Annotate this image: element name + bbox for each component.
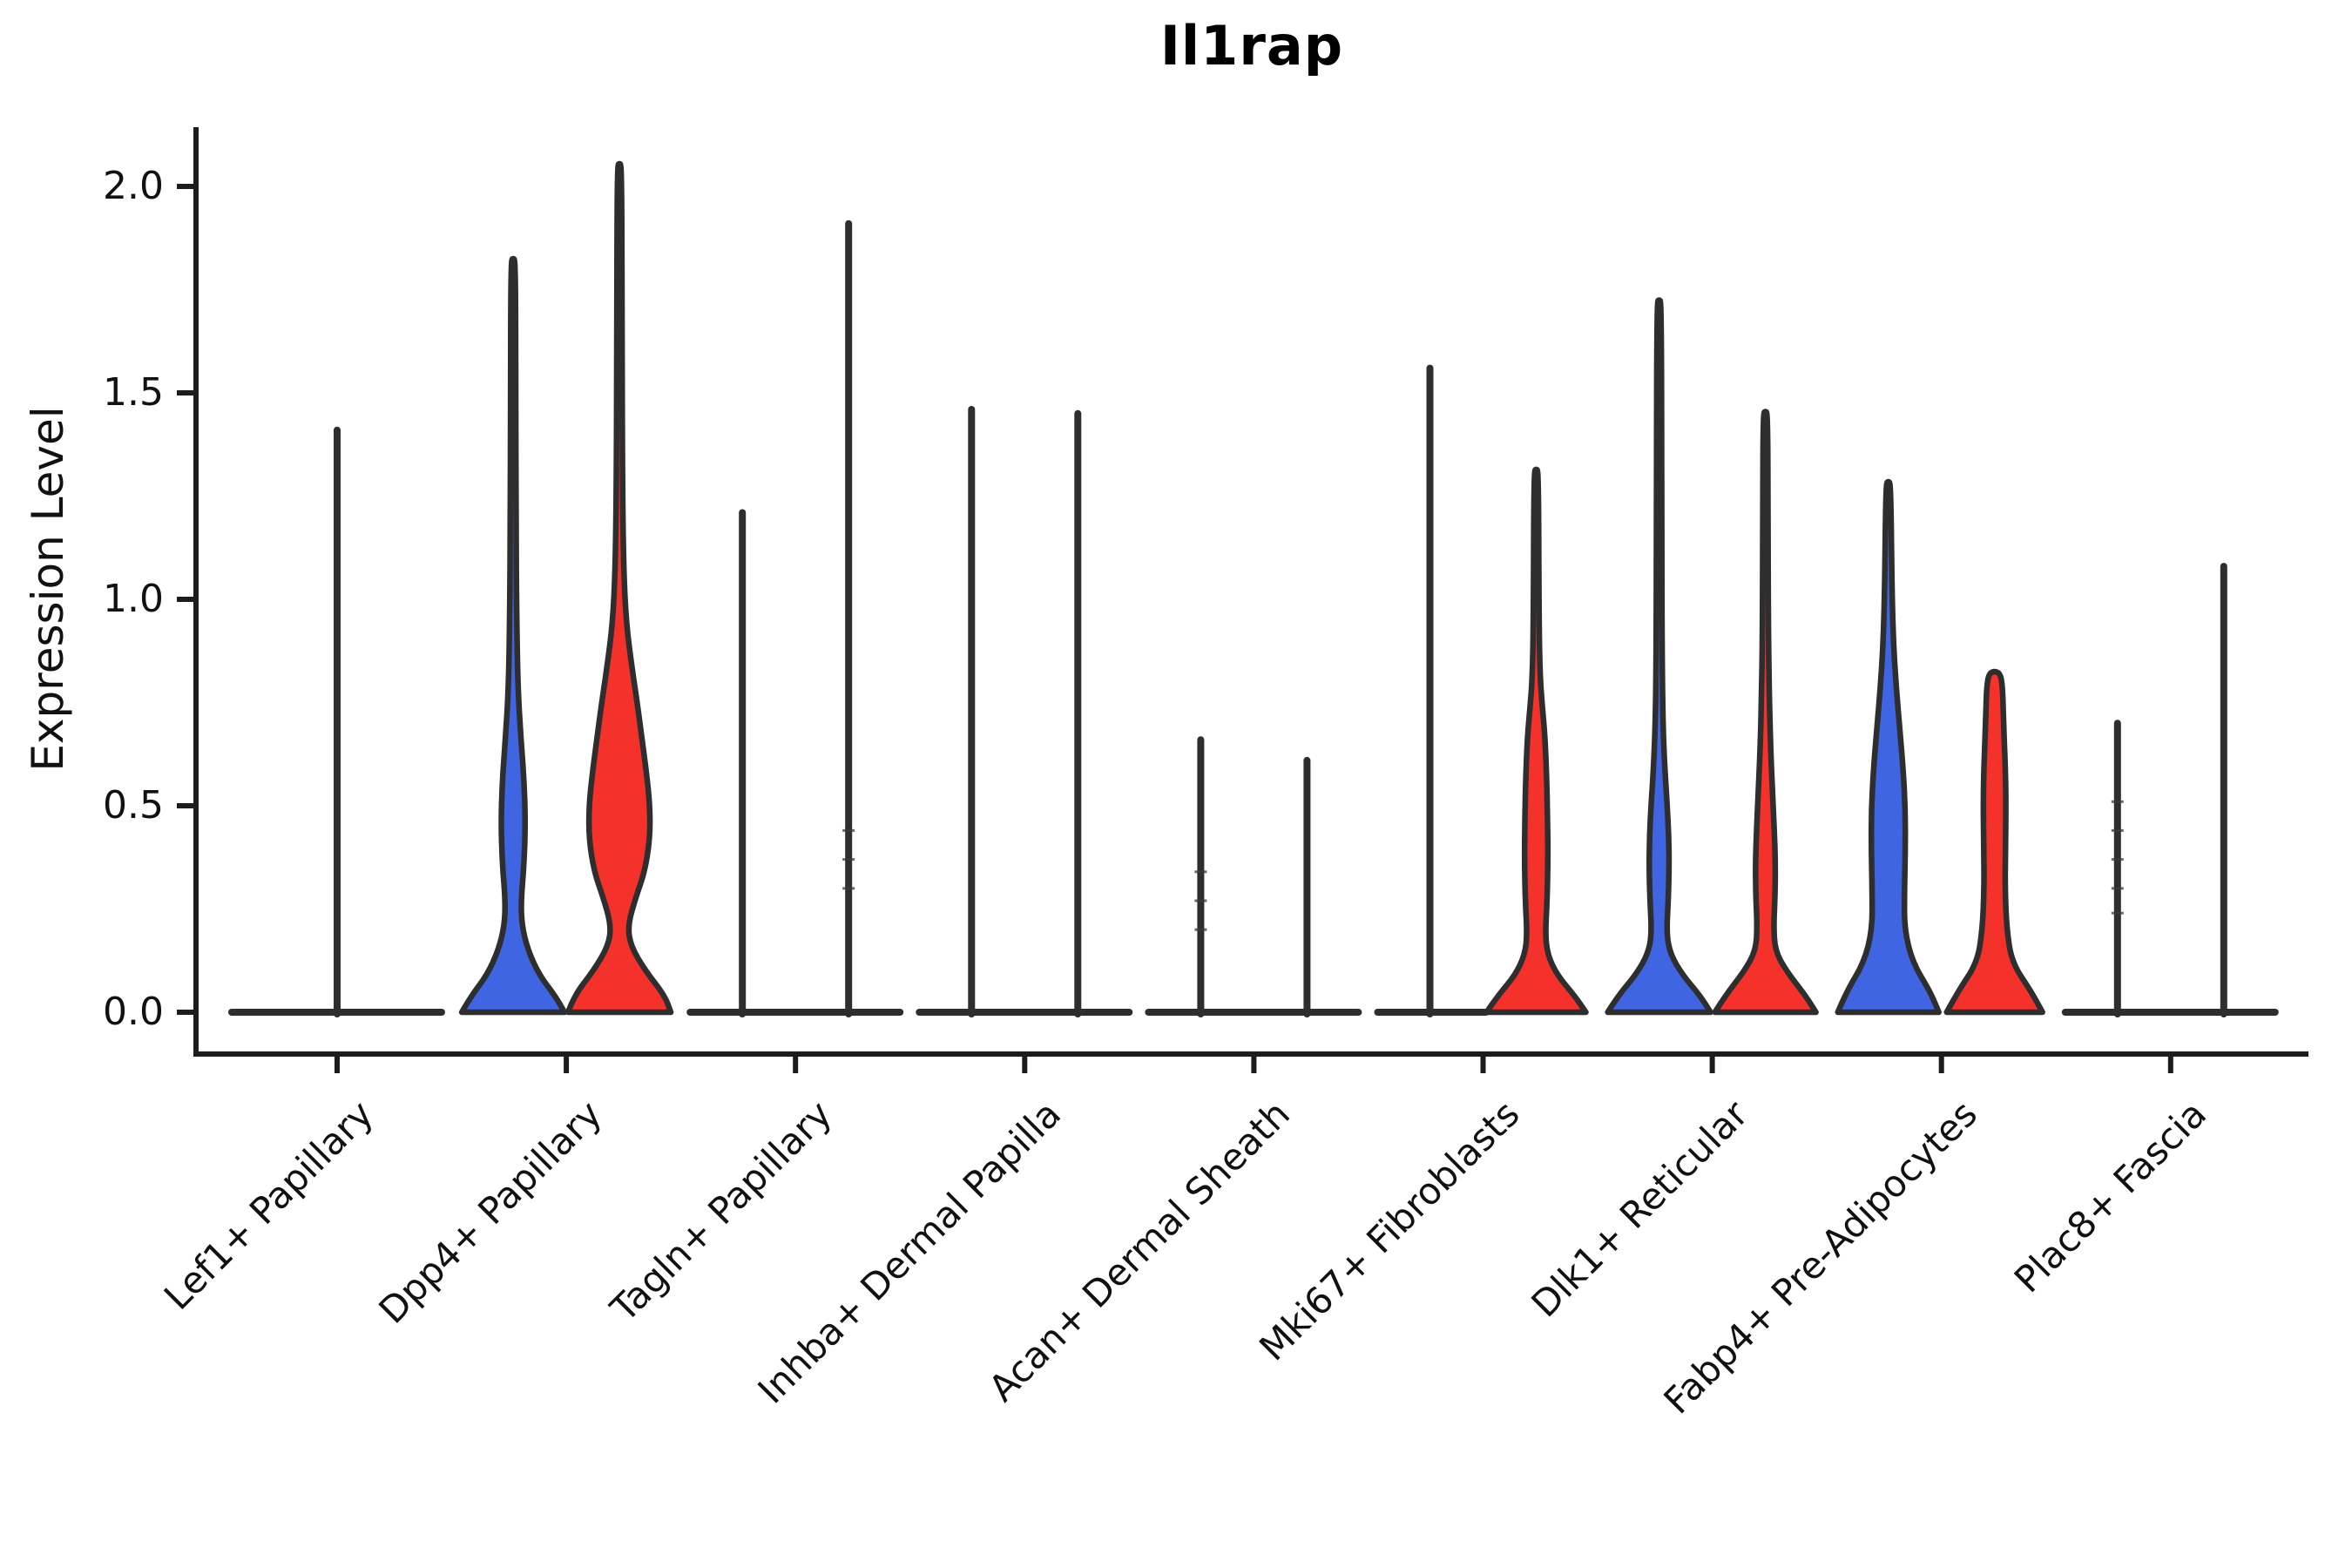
violin-fabp4-pre-adipocytes-right — [1943, 668, 2045, 1016]
jitter-point — [1194, 928, 1207, 931]
y-tick-label: 0.5 — [103, 783, 164, 828]
violin-dlk1-reticular-right — [1712, 409, 1819, 1016]
violin-dlk1-reticular-left — [1605, 297, 1713, 1016]
chart-title: Il1rap — [1159, 14, 1344, 78]
y-tick-label: 1.5 — [103, 370, 164, 415]
y-tick-label: 1.0 — [103, 577, 164, 621]
jitter-point — [842, 858, 855, 862]
violin-mki67-fibroblasts-right — [1484, 466, 1589, 1016]
violin-fabp4-pre-adipocytes-left — [1835, 478, 1942, 1016]
jitter-point — [2111, 911, 2124, 915]
jitter-point — [842, 887, 855, 890]
jitter-point — [1194, 870, 1207, 874]
jitter-point — [2111, 800, 2124, 803]
y-tick-label: 2.0 — [103, 164, 164, 208]
jitter-point — [1194, 899, 1207, 902]
violin-dpp4-papillary-right — [564, 160, 674, 1016]
jitter-point — [2111, 887, 2124, 890]
jitter-point — [842, 828, 855, 832]
y-tick-label: 0.0 — [103, 990, 164, 1034]
jitter-point — [2111, 858, 2124, 862]
violin-dpp4-papillary-left — [458, 255, 568, 1016]
jitter-point — [2111, 828, 2124, 832]
